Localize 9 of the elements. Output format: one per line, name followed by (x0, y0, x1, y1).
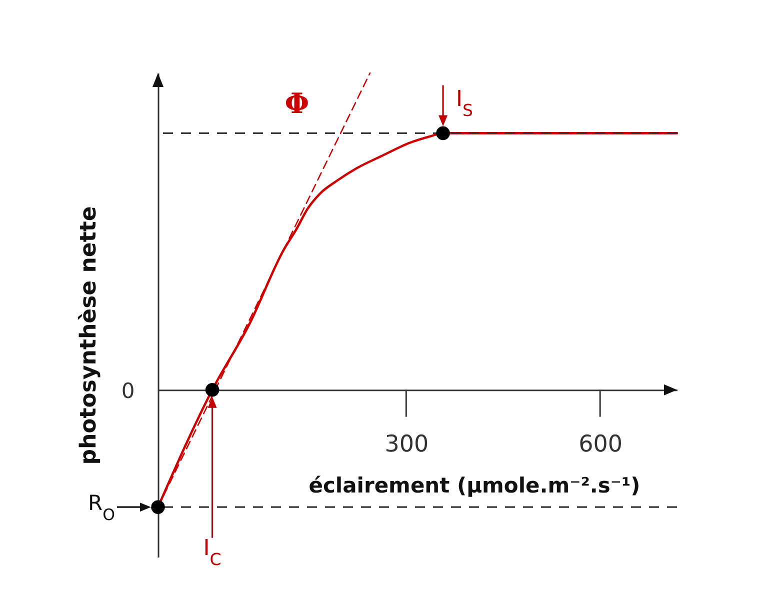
x-tick-label: 300 (384, 431, 429, 458)
series-label: Φ (284, 87, 310, 120)
annotation: R$_{O}$ (88, 491, 115, 524)
text: I$_{C}$ (203, 536, 222, 568)
text: 0 (121, 378, 135, 403)
x-axis-title: éclairement (µmole.m⁻².s⁻¹) (308, 473, 640, 498)
x-tick-label: 600 (578, 431, 623, 458)
y-axis-title: photosynthèse nette (76, 206, 102, 465)
annotation: I$_{S}$ (456, 87, 474, 120)
